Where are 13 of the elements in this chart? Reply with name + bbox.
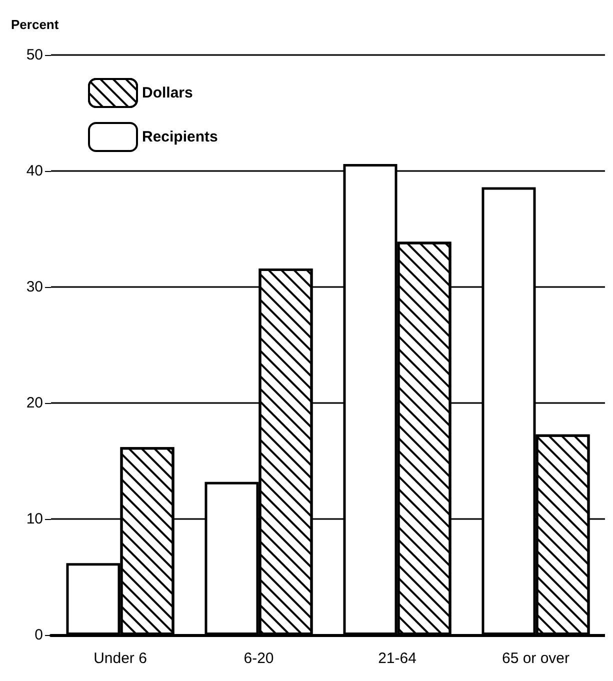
x-tick-label: 6-20 [244,650,274,667]
x-tick-label: 65 or over [502,650,570,667]
y-tick-label: 0 [34,626,43,644]
x-tick-label: 21-64 [378,650,416,667]
y-tick-label: 20 [26,394,43,412]
legend-label: Dollars [142,84,193,102]
y-tick-label: 40 [26,162,43,180]
legend-label: Recipients [142,128,218,146]
y-tick-label: 50 [26,46,43,64]
y-tick-label: 10 [26,510,43,528]
x-tick-label: Under 6 [94,650,147,667]
y-tick-label: 30 [26,278,43,296]
y-axis-title: Percent [11,17,60,32]
